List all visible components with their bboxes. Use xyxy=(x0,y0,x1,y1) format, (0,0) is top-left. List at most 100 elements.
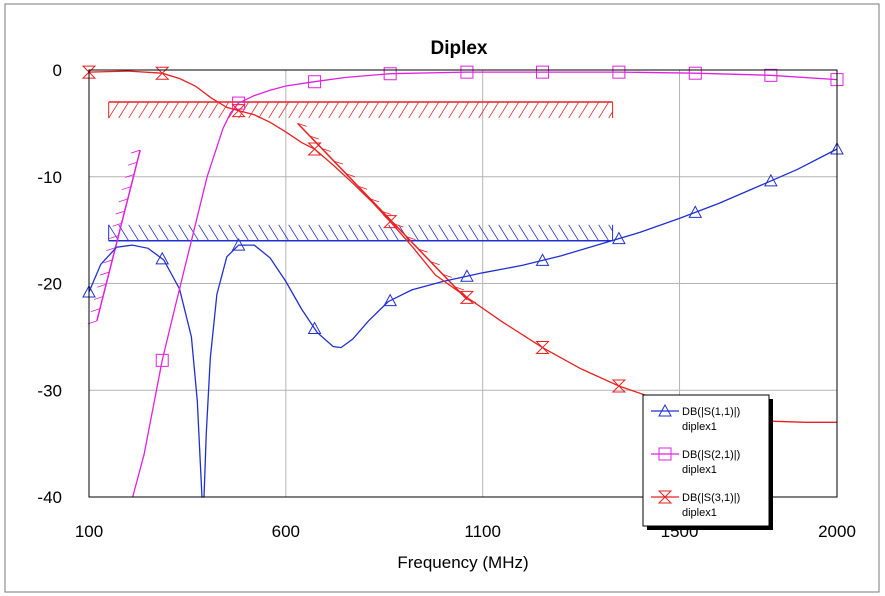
spec-hatch xyxy=(608,224,613,232)
spec-hatch xyxy=(108,101,120,119)
spec-hatch xyxy=(348,101,360,119)
legend-marker xyxy=(657,490,673,504)
data-point-marker xyxy=(307,142,322,156)
spec-hatch xyxy=(508,224,520,242)
spec-hatch xyxy=(558,224,570,242)
spec-hatch xyxy=(378,101,390,119)
x-tick-label: 2000 xyxy=(818,522,856,541)
y-tick-label: 0 xyxy=(53,61,62,80)
spec-hatch xyxy=(382,211,392,215)
data-point-marker xyxy=(612,65,626,79)
spec-hatch xyxy=(138,101,150,119)
spec-hatch xyxy=(198,101,210,119)
data-point-marker xyxy=(308,75,322,89)
data-point-marker xyxy=(459,290,475,304)
spec-hatch xyxy=(158,101,170,119)
spec-hatch xyxy=(288,224,300,242)
spec-hatch xyxy=(458,224,470,242)
data-point-marker xyxy=(383,293,398,307)
spec-hatch xyxy=(128,101,140,119)
spec-hatch xyxy=(121,186,132,191)
plot-area-border xyxy=(88,69,838,498)
spec-hatch xyxy=(448,224,460,242)
spec-hatch xyxy=(418,248,428,253)
spec-hatch xyxy=(368,101,380,119)
grid xyxy=(89,70,837,497)
data-point-marker xyxy=(232,96,246,110)
spec-hatch xyxy=(578,224,590,242)
legend[interactable]: DB(|S(1,1)|)diplex1DB(|S(2,1)|)diplex1DB… xyxy=(642,394,773,530)
spec-hatch xyxy=(109,235,119,239)
spec-hatch xyxy=(358,224,370,242)
spec-hatch xyxy=(138,224,150,242)
spec-hatch xyxy=(127,161,138,166)
spec-hatch xyxy=(318,224,330,242)
spec-hatch xyxy=(394,223,404,228)
spec-hatch xyxy=(318,101,330,119)
spec-hatch xyxy=(498,224,510,242)
spec-hatch xyxy=(278,101,290,119)
spec-hatch xyxy=(418,224,430,242)
spec-hatch xyxy=(448,101,460,119)
spec-hatch xyxy=(309,135,319,140)
legend-item-2[interactable]: DB(|S(2,1)|) diplex1 xyxy=(651,447,740,476)
spec-hatch xyxy=(468,224,480,242)
data-point-marker xyxy=(688,205,703,218)
spec-hatch xyxy=(106,247,116,252)
series-line xyxy=(88,148,838,498)
spec-hatch xyxy=(148,224,160,242)
spec-hatch xyxy=(258,101,270,119)
spec-hatch xyxy=(428,224,440,242)
data-point-marker xyxy=(383,67,397,81)
spec-hatch xyxy=(128,224,140,242)
legend-series-name: DB(|S(2,1)|) xyxy=(682,449,740,461)
spec-hatch xyxy=(588,224,600,242)
data-point-marker xyxy=(535,253,550,266)
data-point-marker xyxy=(611,379,627,393)
data-point-marker xyxy=(535,341,550,355)
x-tick-label: 600 xyxy=(272,522,300,541)
spec-hatch xyxy=(370,198,380,203)
spec-hatch xyxy=(408,101,420,119)
spec-hatch xyxy=(428,101,440,119)
spec-hatch xyxy=(488,101,500,119)
data-point-marker xyxy=(155,353,169,367)
spec-hatch xyxy=(118,198,128,203)
spec-hatch xyxy=(333,160,344,165)
spec-hatch xyxy=(498,101,510,119)
spec-hatch xyxy=(588,101,600,119)
chart-title: Diplex xyxy=(430,38,487,59)
data-point-marker xyxy=(764,68,778,82)
y-tick-label: -10 xyxy=(37,168,62,187)
spec-hatch xyxy=(468,101,480,119)
spec-hatch xyxy=(478,101,490,119)
legend-marker xyxy=(658,403,672,417)
spec-limits xyxy=(87,101,614,325)
spec-hatch xyxy=(124,174,135,178)
spec-hatch xyxy=(528,224,540,242)
legend-item-3[interactable]: DB(|S(3,1)|) diplex1 xyxy=(651,490,740,519)
y-tick-label: -40 xyxy=(37,488,62,507)
spec-hatch xyxy=(357,185,368,190)
legend-marker xyxy=(658,447,672,461)
data-point-marker xyxy=(536,65,550,79)
data-point-marker xyxy=(612,231,626,245)
data-point-marker xyxy=(460,65,474,79)
series-1 xyxy=(82,141,844,498)
spec-hatch xyxy=(488,224,500,242)
spec-hatch xyxy=(298,101,310,119)
legend-item-1[interactable]: DB(|S(1,1)|) diplex1 xyxy=(651,403,740,433)
spec-hatch xyxy=(268,101,280,119)
spec-hatch xyxy=(198,224,210,242)
spec-hatch xyxy=(248,224,260,242)
spec-hatch xyxy=(100,271,110,276)
data-point-marker xyxy=(231,238,246,251)
spec-hatch xyxy=(90,308,101,313)
spec-hatch xyxy=(97,283,107,288)
spec-hatch xyxy=(328,101,340,119)
spec-hatch xyxy=(418,101,430,119)
spec-hatch xyxy=(208,101,220,119)
data-point-marker xyxy=(81,65,97,79)
